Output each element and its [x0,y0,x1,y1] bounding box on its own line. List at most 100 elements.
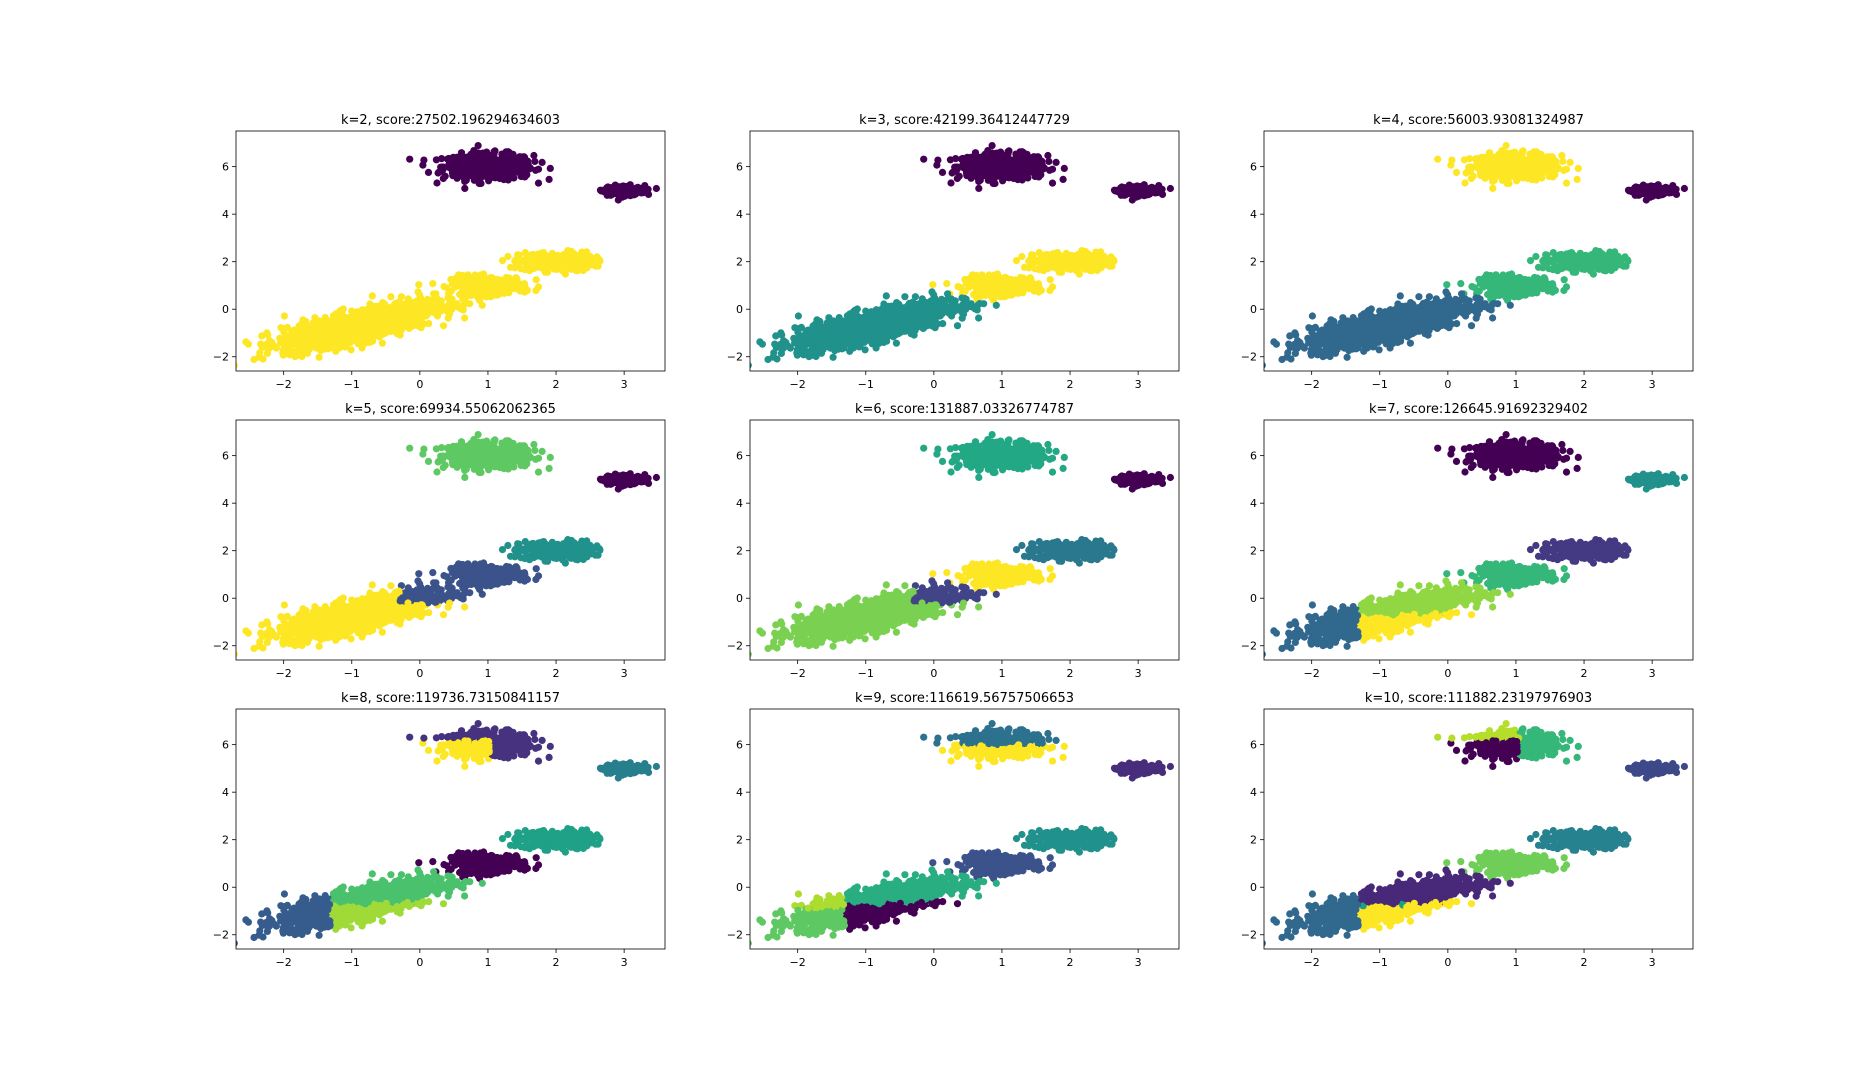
scatter-point [359,317,367,325]
scatter-point [406,155,414,163]
scatter-point [901,293,909,301]
scatter-point [413,305,421,313]
scatter-point [929,281,937,289]
scatter-point [750,362,752,369]
scatter-point [505,169,513,178]
scatter-point [279,351,287,359]
scatter-point [509,280,517,288]
scatter-point [512,165,521,173]
scatter-point [948,169,956,177]
scatter-point [534,179,543,187]
scatter-point [420,156,428,164]
scatter-point [497,277,505,285]
scatter-point [1035,288,1043,296]
scatter-point [413,315,421,323]
scatter-point [1047,259,1055,267]
scatter-point [418,298,426,306]
scatter-point [954,283,962,291]
scatter-point [944,290,952,298]
scatter-point [1008,172,1016,180]
scatter-point [354,328,362,337]
scatter-point [280,312,288,320]
scatter-point [1008,160,1016,168]
scatter-point [494,283,502,291]
x-tick-label: 0 [416,378,423,391]
scatter-point [519,168,527,176]
scatter-point [778,331,786,339]
scatter-point [338,307,346,315]
scatter-point [861,346,869,354]
scatter-point [998,288,1006,296]
scatter-point [611,185,619,193]
scatter-point [519,257,528,266]
scatter-point [504,252,512,261]
scatter-point [1048,283,1057,291]
scatter-point [943,280,951,288]
scatter-point [450,156,458,164]
scatter-point [742,335,749,342]
scatter-point [336,330,345,338]
scatter-point [920,155,928,163]
scatter-point [430,290,438,298]
scatter-point [771,340,779,348]
scatter-point [346,338,354,346]
scatter-point [393,330,401,338]
scatter-point [534,165,543,173]
scatter-point [396,308,404,316]
scatter-point [520,280,529,288]
scatter-point [307,341,315,349]
scatter-point [1048,165,1057,173]
x-tick-label: 2 [553,378,560,391]
scatter-point [397,293,405,301]
scatter-point [415,322,423,330]
scatter-point [965,283,973,291]
scatter-point [622,187,630,195]
scatter-point [980,281,988,289]
scatter-point [389,308,397,316]
scatter-point [1070,260,1078,269]
scatter-point [264,331,272,339]
scatter-point [571,263,580,271]
x-tick-label: 1 [484,378,491,391]
scatter-point [379,299,387,307]
scatter-point [995,278,1003,287]
scatter-point [534,283,543,291]
scatter-point [618,193,626,201]
scatter-point [1156,188,1164,196]
scatter-point [545,257,553,265]
scatter-point [531,157,539,165]
scatter-point [934,156,942,164]
scatter-point [1085,263,1094,271]
scatter-point [382,321,390,329]
scatter-point [325,323,334,331]
scatter-point [353,308,361,316]
x-tick-label: −2 [276,378,292,391]
scatter-point [962,169,971,177]
scatter-point [494,172,502,180]
scatter-point [1015,163,1023,171]
scatter-point [448,169,457,177]
scatter-point [311,330,319,339]
scatter-point [481,172,489,180]
scatter-point [464,271,472,279]
scatter-point [480,270,488,278]
scatter-point [280,328,288,336]
scatter-point [477,285,485,293]
scatter-point [301,344,309,352]
y-tick-label: −2 [213,351,229,364]
scatter-point [367,315,375,323]
scatter-point [947,179,955,187]
scatter-point [409,299,417,307]
scatter-point [424,168,433,176]
scatter-point [368,292,376,300]
scatter-point [257,340,265,348]
scatter-point [404,310,412,318]
scatter-point [439,174,447,183]
scatter-point [348,307,356,315]
scatter-point [1023,150,1031,158]
scatter-point [546,164,554,172]
scatter-point [1097,248,1105,256]
scatter-point [556,260,564,269]
scatter-point [375,325,383,333]
scatter-point [773,355,781,363]
